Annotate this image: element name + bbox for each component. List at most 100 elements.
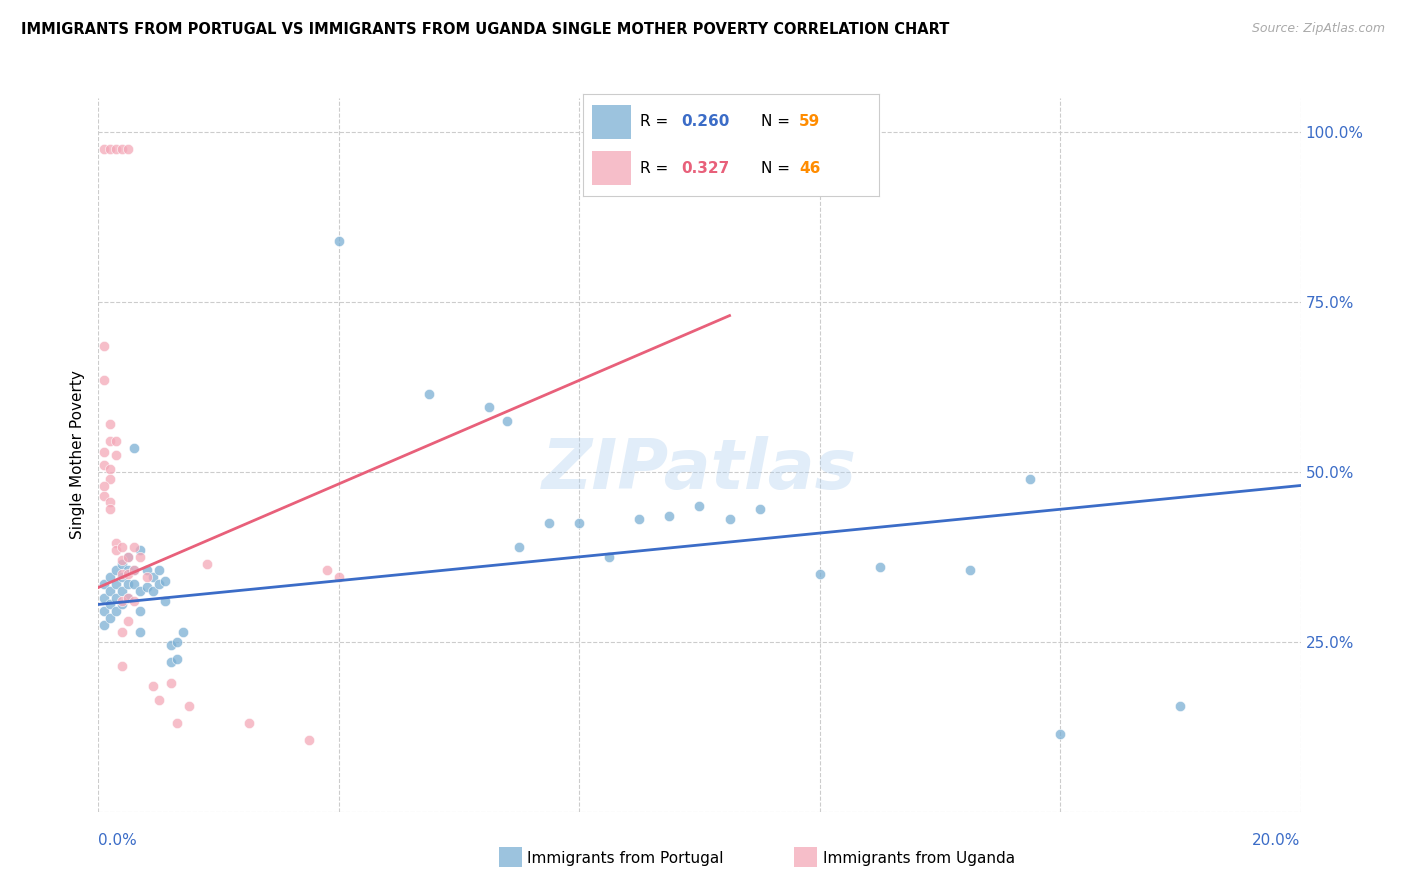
Point xyxy=(111,624,134,639)
Point xyxy=(748,502,770,516)
Point xyxy=(959,564,981,578)
Point xyxy=(1049,726,1071,740)
Point xyxy=(159,675,181,690)
Text: Immigrants from Portugal: Immigrants from Portugal xyxy=(527,851,724,865)
Point xyxy=(298,733,321,747)
Point xyxy=(117,549,139,564)
Point xyxy=(105,591,128,605)
Point xyxy=(124,540,146,554)
Point xyxy=(328,570,350,584)
Point xyxy=(328,234,350,248)
Point xyxy=(478,401,501,415)
Point xyxy=(129,549,152,564)
Point xyxy=(658,509,681,524)
Point xyxy=(117,591,139,605)
Point xyxy=(93,489,115,503)
Point xyxy=(166,635,188,649)
Point xyxy=(105,577,128,591)
Point xyxy=(111,540,134,554)
Point xyxy=(100,434,122,449)
Point xyxy=(124,594,146,608)
Point xyxy=(105,564,128,578)
Point xyxy=(93,373,115,387)
Point xyxy=(135,570,157,584)
Point xyxy=(129,624,152,639)
Point xyxy=(166,716,188,731)
Point xyxy=(105,142,128,156)
Text: N =: N = xyxy=(761,114,794,129)
Point xyxy=(141,570,163,584)
Point xyxy=(148,577,170,591)
Point xyxy=(111,557,134,571)
Point xyxy=(117,615,139,629)
Point xyxy=(117,591,139,605)
Point xyxy=(172,624,194,639)
Point xyxy=(141,583,163,598)
Point xyxy=(100,611,122,625)
Point xyxy=(111,583,134,598)
Text: Source: ZipAtlas.com: Source: ZipAtlas.com xyxy=(1251,22,1385,36)
Point xyxy=(93,339,115,353)
Point xyxy=(100,461,122,475)
Point xyxy=(93,142,115,156)
Point xyxy=(148,692,170,706)
Point xyxy=(124,564,146,578)
Bar xyxy=(592,151,631,185)
Point xyxy=(598,549,620,564)
Point xyxy=(141,679,163,693)
Point xyxy=(124,564,146,578)
Point xyxy=(177,699,200,714)
Point xyxy=(418,386,440,401)
Point xyxy=(111,598,134,612)
Point xyxy=(129,604,152,618)
Point xyxy=(153,574,176,588)
Point xyxy=(100,570,122,584)
Text: 0.0%: 0.0% xyxy=(98,833,138,847)
Point xyxy=(100,495,122,509)
Point xyxy=(93,604,115,618)
Text: Immigrants from Uganda: Immigrants from Uganda xyxy=(823,851,1015,865)
Text: R =: R = xyxy=(640,114,672,129)
Point xyxy=(689,499,711,513)
Point xyxy=(148,564,170,578)
Point xyxy=(1019,472,1042,486)
Point xyxy=(508,540,530,554)
Y-axis label: Single Mother Poverty: Single Mother Poverty xyxy=(70,370,86,540)
Point xyxy=(105,536,128,550)
Text: 20.0%: 20.0% xyxy=(1253,833,1301,847)
Point xyxy=(135,564,157,578)
Point xyxy=(93,478,115,492)
Text: N =: N = xyxy=(761,161,794,176)
Point xyxy=(124,577,146,591)
Point xyxy=(111,566,134,581)
Text: IMMIGRANTS FROM PORTUGAL VS IMMIGRANTS FROM UGANDA SINGLE MOTHER POVERTY CORRELA: IMMIGRANTS FROM PORTUGAL VS IMMIGRANTS F… xyxy=(21,22,949,37)
Point xyxy=(111,658,134,673)
Point xyxy=(105,434,128,449)
Text: 46: 46 xyxy=(799,161,821,176)
Point xyxy=(93,444,115,458)
Point xyxy=(159,638,181,652)
Point xyxy=(93,458,115,472)
Point xyxy=(315,564,337,578)
Point xyxy=(105,543,128,558)
Point xyxy=(129,543,152,558)
Text: ZIPatlas: ZIPatlas xyxy=(541,435,858,503)
Point xyxy=(111,594,134,608)
Point xyxy=(166,652,188,666)
Point xyxy=(93,577,115,591)
Point xyxy=(159,655,181,669)
Point xyxy=(111,570,134,584)
Point xyxy=(100,583,122,598)
Point xyxy=(111,142,134,156)
Point xyxy=(93,591,115,605)
Point xyxy=(1170,699,1192,714)
Point xyxy=(135,581,157,595)
Point xyxy=(111,553,134,567)
Point xyxy=(568,516,591,530)
Point xyxy=(628,512,651,526)
Point xyxy=(153,594,176,608)
Point xyxy=(808,566,831,581)
Text: R =: R = xyxy=(640,161,672,176)
Point xyxy=(718,512,741,526)
Point xyxy=(93,617,115,632)
